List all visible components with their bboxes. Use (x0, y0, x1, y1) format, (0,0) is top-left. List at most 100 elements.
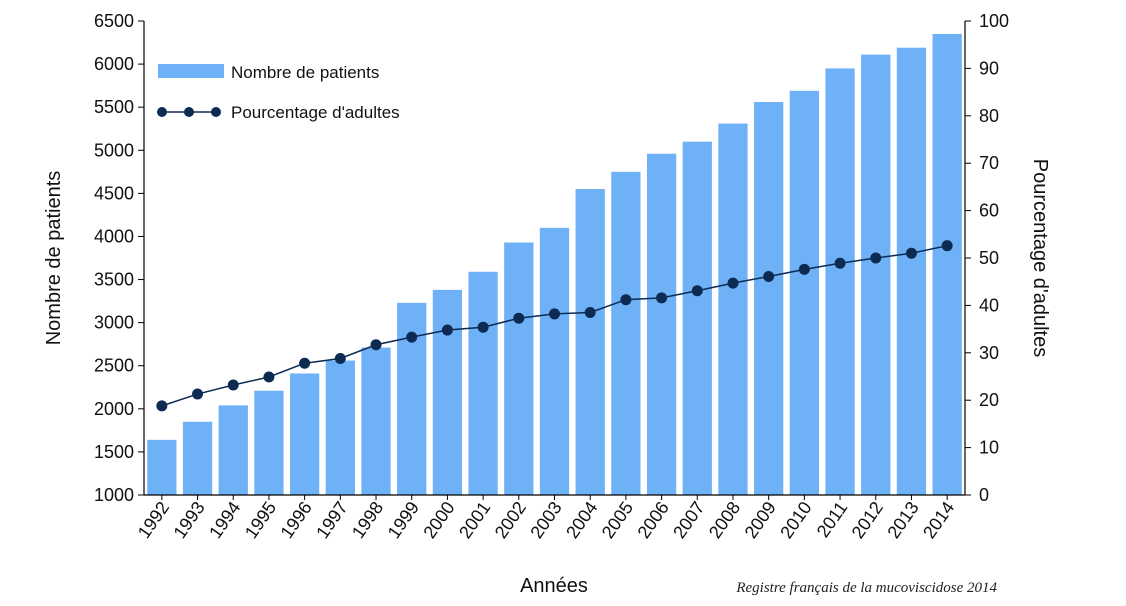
y-tick-label: 3500 (94, 270, 134, 290)
point-2009 (763, 270, 775, 282)
point-2007 (691, 285, 703, 297)
y-axis-title: Nombre de patients (43, 171, 65, 346)
x-tick-label: 2003 (526, 498, 565, 542)
x-tick-label: 2002 (491, 498, 530, 542)
bar-1998 (361, 347, 391, 495)
bar-2014 (932, 33, 962, 496)
legend-bar-label: Nombre de patients (231, 63, 379, 82)
point-2010 (798, 263, 810, 275)
bar-2011 (825, 68, 855, 496)
x-tick-label: 1993 (169, 498, 208, 542)
x-tick-label: 1995 (241, 498, 280, 542)
x-tick-label: 1999 (384, 498, 423, 542)
y2-tick-label: 90 (979, 58, 999, 78)
point-1998 (370, 339, 382, 351)
point-1996 (299, 357, 311, 369)
bar-2004 (575, 189, 605, 496)
point-2002 (513, 312, 525, 324)
bars-layer (147, 33, 962, 496)
x-tick-label: 2012 (848, 498, 887, 542)
y-tick-label: 5000 (94, 140, 134, 160)
bar-2008 (718, 123, 748, 495)
point-2012 (870, 252, 882, 264)
point-2003 (549, 308, 560, 320)
y2-axis-title: Pourcentage d'adultes (1029, 159, 1051, 357)
legend-line-marker (184, 107, 194, 117)
point-2000 (441, 324, 453, 336)
x-axis-title: Années (520, 575, 588, 597)
y2-tick-label: 100 (979, 11, 1009, 31)
bar-2007 (682, 141, 712, 495)
y2-tick-label: 60 (979, 201, 999, 221)
x-tick-label: 2010 (776, 498, 815, 542)
y2-tick-label: 10 (979, 438, 999, 458)
y-tick-label: 1000 (94, 485, 134, 505)
x-tick-label: 1997 (312, 498, 351, 542)
point-2013 (905, 247, 917, 259)
bar-1995 (254, 390, 284, 495)
bar-2005 (611, 171, 641, 495)
bar-2001 (468, 271, 498, 495)
legend-bar-swatch (158, 64, 224, 78)
bar-1997 (325, 360, 355, 495)
point-1992 (156, 400, 168, 412)
y-tick-label: 2500 (94, 356, 134, 376)
y-tick-label: 5500 (94, 97, 134, 117)
x-tick-label: 2001 (455, 498, 494, 542)
line-layer (156, 240, 953, 412)
y-tick-label: 6000 (94, 54, 134, 74)
x-tick-label: 1998 (348, 498, 387, 542)
point-2005 (620, 294, 632, 306)
x-tick-label: 2013 (883, 498, 922, 542)
x-tick-label: 1996 (277, 498, 316, 542)
point-2011 (834, 257, 846, 269)
bar-2013 (896, 47, 927, 495)
legend: Nombre de patients Pourcentage d'adultes (157, 63, 400, 122)
bar-1994 (218, 405, 248, 495)
x-tick-label: 2009 (741, 498, 780, 542)
point-1997 (334, 352, 346, 364)
point-2004 (584, 307, 596, 319)
point-1993 (192, 388, 204, 400)
point-1995 (263, 371, 275, 383)
bar-2006 (646, 153, 677, 495)
x-tick-label: 2004 (562, 498, 601, 542)
bar-1999 (397, 302, 427, 495)
bar-2000 (432, 289, 463, 495)
bar-1992 (147, 439, 177, 495)
point-2014 (941, 240, 953, 252)
legend-line-marker (211, 107, 221, 117)
bar-1993 (182, 421, 213, 495)
y-tick-label: 4500 (94, 183, 134, 203)
point-2001 (477, 321, 489, 333)
y2-tick-label: 20 (979, 390, 999, 410)
bar-2009 (754, 102, 784, 495)
y-tick-label: 1500 (94, 442, 134, 462)
point-1999 (406, 331, 418, 343)
x-tick-label: 2006 (634, 498, 673, 542)
y-tick-label: 6500 (94, 11, 134, 31)
y2-tick-label: 40 (979, 295, 999, 315)
x-tick-label: 2005 (598, 498, 637, 542)
legend-line-label: Pourcentage d'adultes (231, 103, 400, 122)
legend-line-marker (157, 107, 167, 117)
y-tick-label: 4000 (94, 226, 134, 246)
y2-tick-label: 30 (979, 343, 999, 363)
bar-1996 (290, 373, 320, 495)
bar-2002 (504, 242, 534, 495)
x-tick-label: 2007 (669, 498, 708, 542)
y-tick-label: 3000 (94, 313, 134, 333)
y2-tick-label: 0 (979, 485, 989, 505)
source-note: Registre français de la mucoviscidose 20… (735, 580, 997, 596)
bar-2003 (539, 227, 570, 495)
x-tick-label: 1992 (134, 498, 173, 542)
x-tick-label: 2014 (919, 498, 958, 542)
x-tick-label: 2011 (813, 498, 852, 541)
y2-tick-label: 50 (979, 248, 999, 268)
y-tick-label: 2000 (94, 399, 134, 419)
point-2008 (727, 277, 739, 289)
y2-tick-label: 80 (979, 106, 999, 126)
bar-2010 (789, 90, 819, 495)
